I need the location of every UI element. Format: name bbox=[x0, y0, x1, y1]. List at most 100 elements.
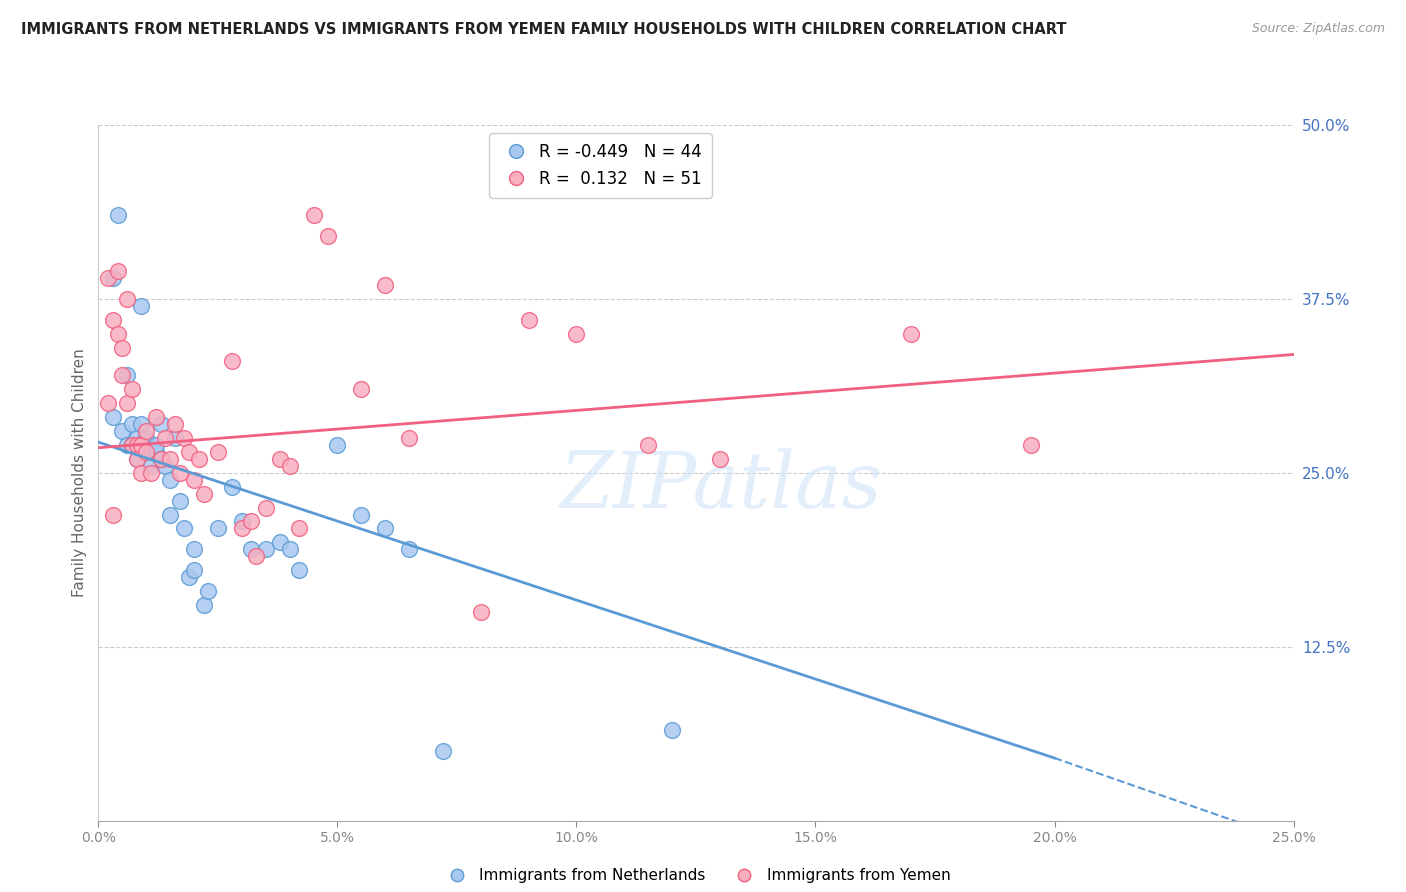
Point bbox=[121, 438, 143, 452]
Point bbox=[135, 445, 157, 459]
Point bbox=[121, 417, 143, 431]
Point bbox=[173, 521, 195, 535]
Point bbox=[159, 451, 181, 466]
Point bbox=[374, 521, 396, 535]
Point bbox=[135, 445, 157, 459]
Point bbox=[155, 431, 177, 445]
Point bbox=[111, 424, 134, 438]
Point bbox=[107, 208, 129, 222]
Point bbox=[240, 515, 263, 529]
Point bbox=[101, 271, 124, 285]
Point bbox=[149, 451, 172, 466]
Text: ZIPatlas: ZIPatlas bbox=[558, 449, 882, 524]
Point bbox=[159, 473, 181, 487]
Point bbox=[115, 396, 138, 410]
Point bbox=[183, 473, 205, 487]
Point bbox=[131, 417, 153, 431]
Point bbox=[131, 299, 153, 313]
Point bbox=[131, 438, 153, 452]
Point bbox=[111, 341, 134, 355]
Point bbox=[221, 480, 243, 494]
Point bbox=[900, 326, 922, 341]
Point bbox=[115, 438, 138, 452]
Point bbox=[145, 410, 167, 425]
Point bbox=[278, 458, 301, 473]
Point bbox=[173, 431, 195, 445]
Point bbox=[231, 515, 253, 529]
Point bbox=[254, 542, 277, 557]
Point bbox=[97, 396, 120, 410]
Point bbox=[125, 451, 148, 466]
Point bbox=[316, 229, 339, 244]
Point bbox=[709, 451, 731, 466]
Point bbox=[207, 521, 229, 535]
Point bbox=[121, 382, 143, 396]
Point bbox=[288, 521, 311, 535]
Point bbox=[197, 584, 219, 599]
Point bbox=[193, 598, 215, 612]
Point bbox=[163, 417, 186, 431]
Point bbox=[269, 535, 291, 549]
Point bbox=[169, 466, 191, 480]
Point bbox=[517, 312, 540, 326]
Point bbox=[187, 451, 209, 466]
Point bbox=[149, 451, 172, 466]
Point bbox=[135, 424, 157, 438]
Point bbox=[240, 542, 263, 557]
Point bbox=[398, 542, 420, 557]
Point bbox=[565, 326, 588, 341]
Point bbox=[131, 466, 153, 480]
Point bbox=[374, 277, 396, 292]
Point bbox=[326, 438, 349, 452]
Point bbox=[169, 493, 191, 508]
Point bbox=[245, 549, 267, 564]
Point bbox=[115, 292, 138, 306]
Point bbox=[111, 368, 134, 383]
Point bbox=[139, 458, 162, 473]
Point bbox=[661, 723, 683, 738]
Point bbox=[183, 563, 205, 577]
Point bbox=[637, 438, 659, 452]
Text: IMMIGRANTS FROM NETHERLANDS VS IMMIGRANTS FROM YEMEN FAMILY HOUSEHOLDS WITH CHIL: IMMIGRANTS FROM NETHERLANDS VS IMMIGRANT… bbox=[21, 22, 1067, 37]
Point bbox=[221, 354, 243, 368]
Point bbox=[350, 508, 373, 522]
Point bbox=[1019, 438, 1042, 452]
Point bbox=[101, 312, 124, 326]
Point bbox=[179, 570, 201, 584]
Point bbox=[398, 431, 420, 445]
Point bbox=[278, 542, 301, 557]
Text: Source: ZipAtlas.com: Source: ZipAtlas.com bbox=[1251, 22, 1385, 36]
Point bbox=[101, 508, 124, 522]
Point bbox=[302, 208, 325, 222]
Point bbox=[145, 445, 167, 459]
Legend: Immigrants from Netherlands, Immigrants from Yemen: Immigrants from Netherlands, Immigrants … bbox=[434, 863, 957, 889]
Point bbox=[207, 445, 229, 459]
Point bbox=[269, 451, 291, 466]
Point bbox=[149, 417, 172, 431]
Point bbox=[254, 500, 277, 515]
Point bbox=[183, 542, 205, 557]
Point bbox=[135, 431, 157, 445]
Point bbox=[231, 521, 253, 535]
Point bbox=[139, 466, 162, 480]
Point bbox=[350, 382, 373, 396]
Point bbox=[155, 458, 177, 473]
Point bbox=[101, 410, 124, 425]
Point bbox=[145, 438, 167, 452]
Point bbox=[432, 744, 454, 758]
Point bbox=[470, 605, 492, 619]
Point bbox=[125, 438, 148, 452]
Y-axis label: Family Households with Children: Family Households with Children bbox=[72, 349, 87, 597]
Point bbox=[115, 368, 138, 383]
Point bbox=[125, 431, 148, 445]
Point bbox=[159, 508, 181, 522]
Point bbox=[179, 445, 201, 459]
Point bbox=[288, 563, 311, 577]
Point bbox=[163, 431, 186, 445]
Point bbox=[125, 451, 148, 466]
Point bbox=[193, 486, 215, 500]
Point bbox=[107, 326, 129, 341]
Point bbox=[121, 438, 143, 452]
Point bbox=[97, 271, 120, 285]
Point bbox=[107, 264, 129, 278]
